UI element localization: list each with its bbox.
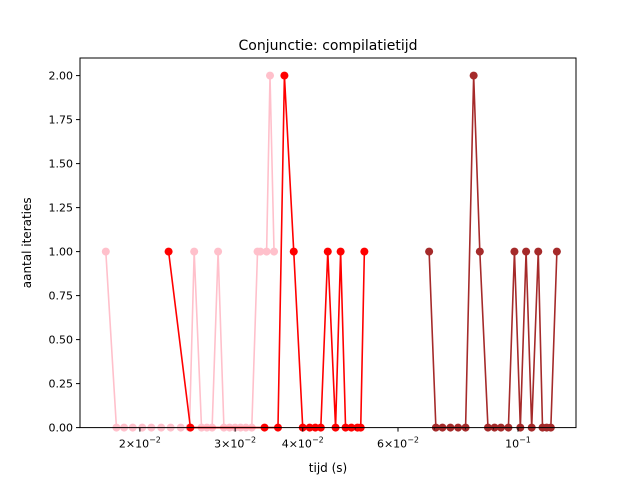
y-axis-label: aantal iteraties	[20, 197, 34, 288]
data-point	[164, 247, 173, 256]
y-tick-label: 1.00	[49, 246, 74, 259]
data-point	[280, 71, 289, 80]
data-point	[323, 247, 332, 256]
data-point	[522, 247, 531, 256]
y-tick-label: 2.00	[49, 70, 74, 83]
data-point	[469, 71, 478, 80]
data-point	[425, 247, 434, 256]
data-point	[270, 247, 279, 256]
data-point	[101, 247, 110, 256]
x-tick-label: 10−1	[505, 436, 531, 451]
data-point	[336, 247, 345, 256]
data-point	[214, 247, 223, 256]
y-tick-label: 0.50	[49, 334, 74, 347]
y-tick-label: 0.00	[49, 422, 74, 435]
x-tick-label: 3×10−2	[214, 436, 256, 451]
data-point	[552, 247, 561, 256]
data-point	[289, 247, 298, 256]
y-tick-label: 0.25	[49, 378, 74, 391]
plot-frame	[79, 57, 577, 429]
y-tick-label: 1.75	[49, 114, 74, 127]
x-axis: 2×10−2 3×10−2 4×10−2 6×10−2 10−1	[119, 427, 531, 451]
x-tick-label: 6×10−2	[377, 436, 419, 451]
data-point	[475, 247, 484, 256]
x-axis-label: tijd (s)	[309, 461, 347, 475]
y-tick-label: 1.25	[49, 202, 74, 215]
data-point	[256, 247, 265, 256]
data-point	[190, 247, 199, 256]
y-tick-label: 1.50	[49, 158, 74, 171]
data-point	[266, 71, 275, 80]
y-axis: 0.00 0.25 0.50 0.75 1.00 1.25 1.50 1.75 2.00	[49, 70, 80, 435]
data-point	[262, 247, 271, 256]
data-point	[360, 247, 369, 256]
data-point	[534, 247, 543, 256]
data-point	[510, 247, 519, 256]
y-tick-label: 0.75	[49, 290, 74, 303]
x-tick-label: 4×10−2	[282, 436, 324, 451]
chart-title: Conjunctie: compilatietijd	[239, 38, 418, 54]
x-tick-label: 2×10−2	[119, 436, 161, 451]
